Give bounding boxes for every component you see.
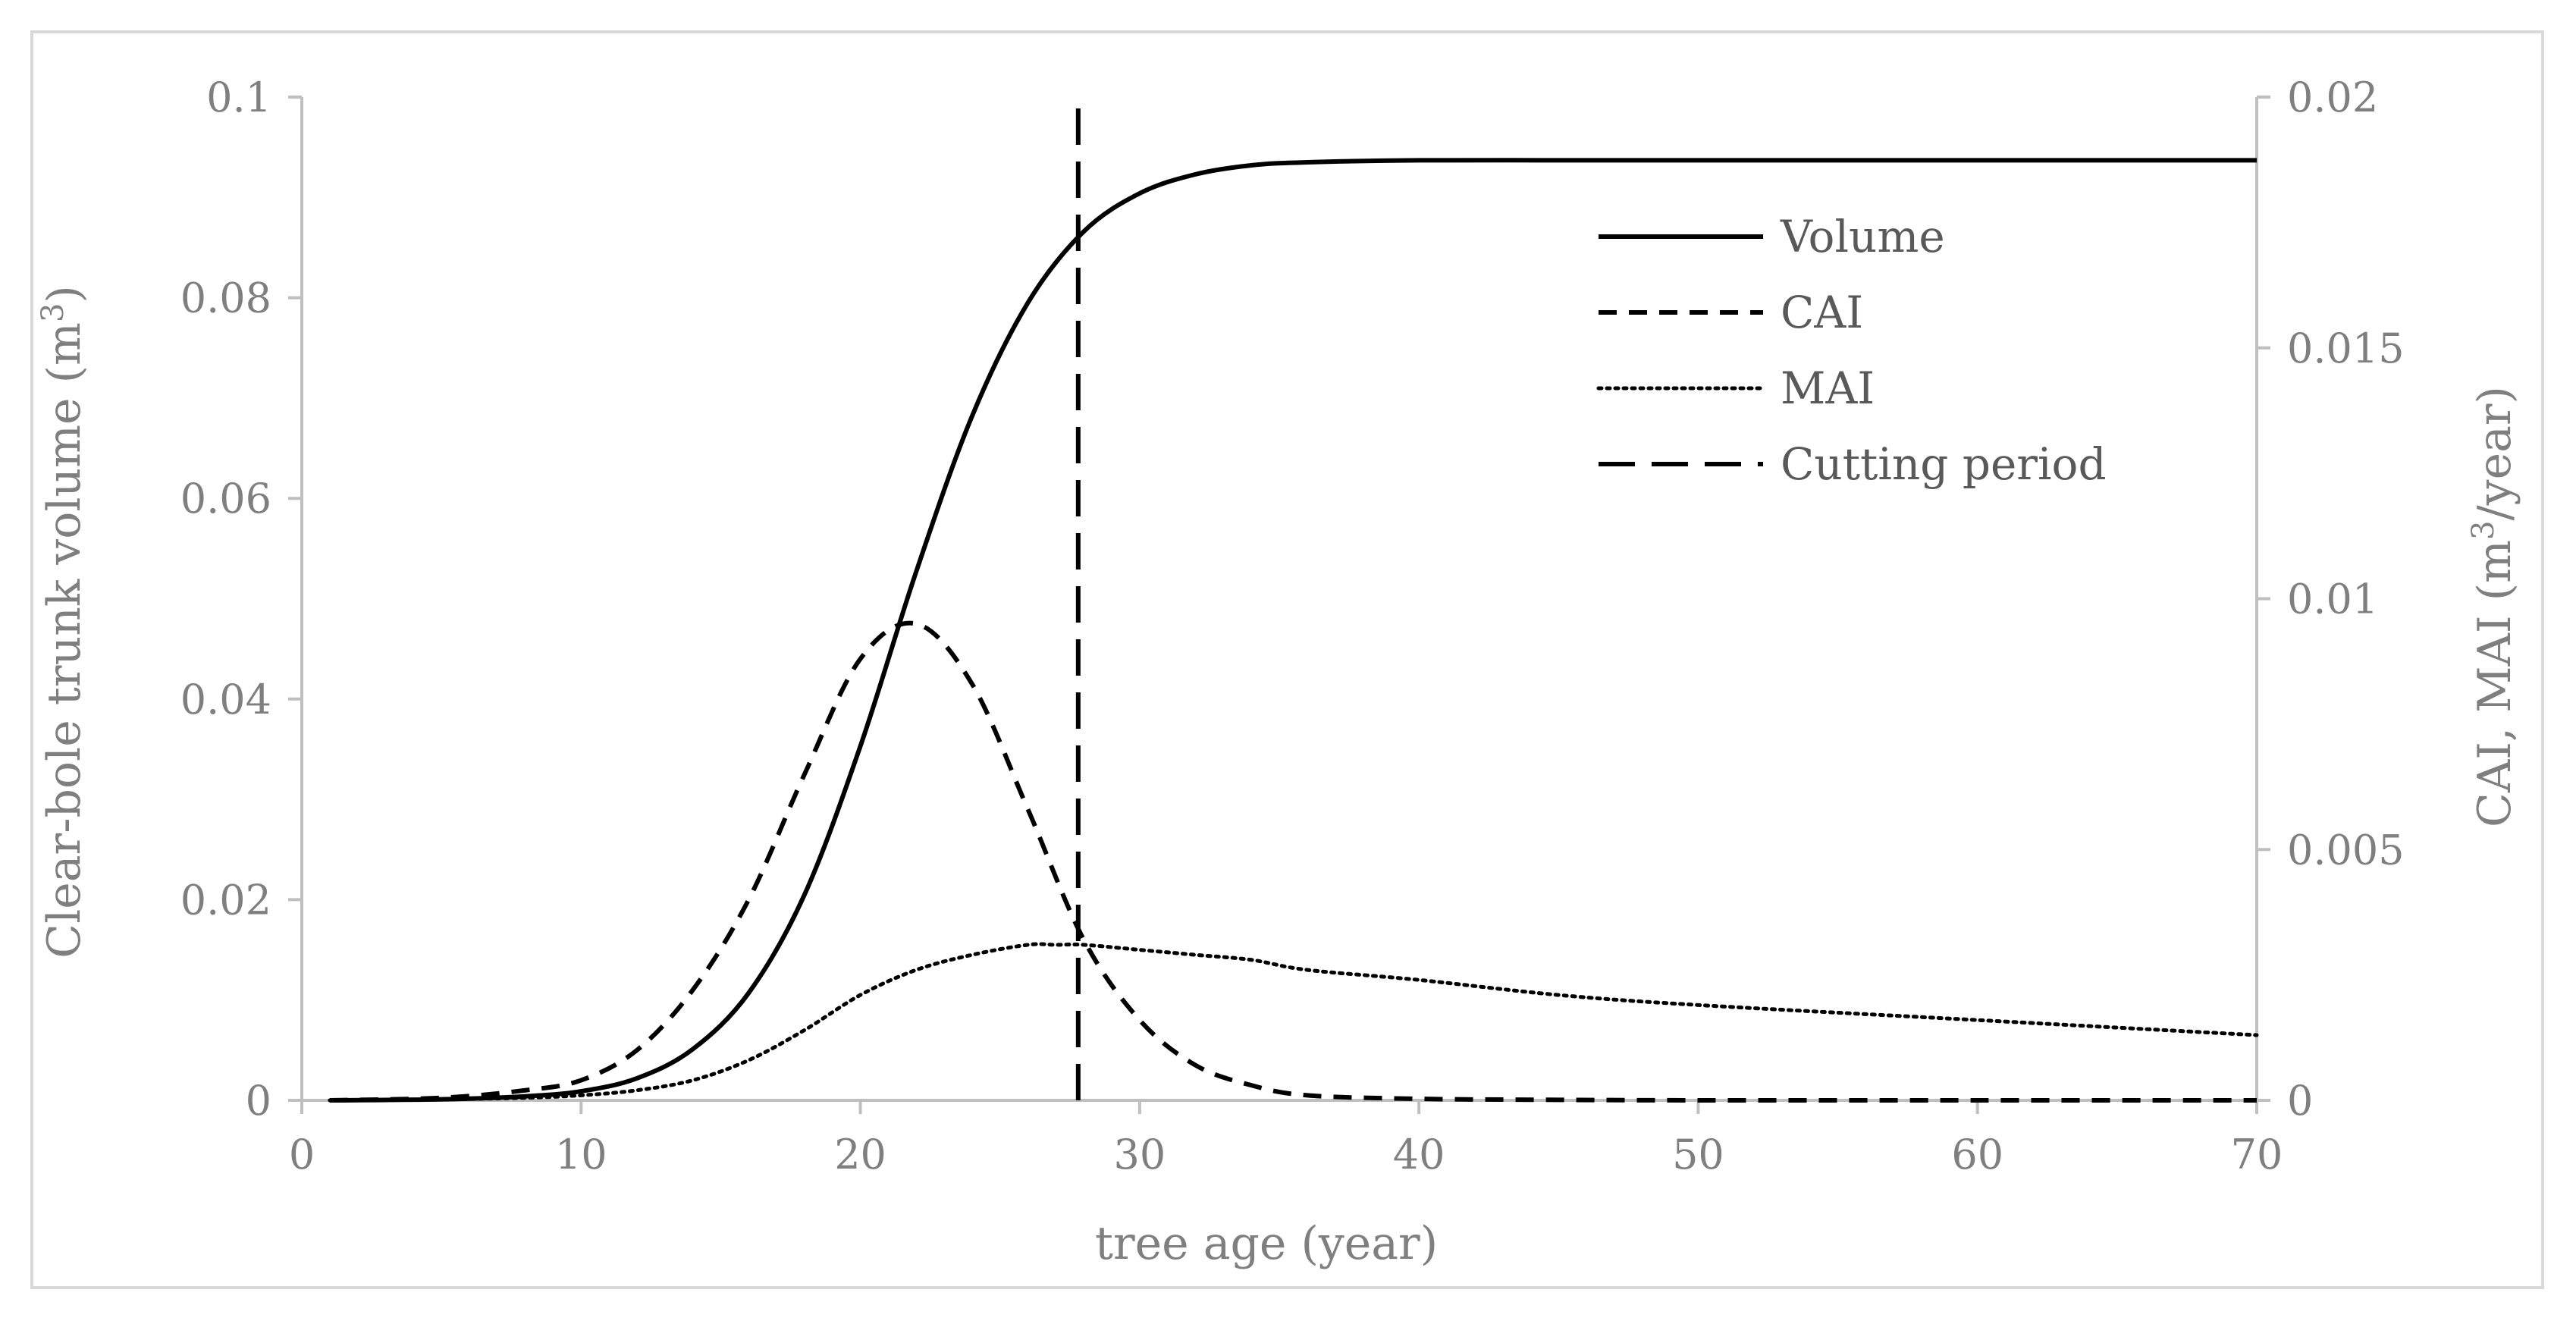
- x-tick-label: 60: [1951, 1131, 2003, 1178]
- legend-label: Cutting period: [1781, 438, 2107, 490]
- right-y-tick-label: 0.01: [2287, 576, 2378, 623]
- x-tick-label: 50: [1672, 1131, 1724, 1178]
- left-y-tick-label: 0.04: [180, 676, 271, 723]
- left-y-tick-label: 0.08: [180, 275, 271, 322]
- x-tick-label: 70: [2231, 1131, 2283, 1178]
- x-axis-title: tree age (year): [1095, 1217, 1438, 1270]
- chart-frame: [30, 30, 2544, 1289]
- right-y-tick-label: 0: [2287, 1077, 2313, 1125]
- right-y-axis-title: CAI, MAI (m3/year): [2466, 386, 2521, 827]
- right-y-tick-label: 0.02: [2287, 74, 2378, 121]
- legend-label: CAI: [1781, 287, 1863, 338]
- series-line-volume: [329, 158, 2257, 1103]
- left-y-axis-title: Clear-bole trunk volume (m3): [36, 285, 91, 959]
- series-line-mai: [328, 942, 2259, 1103]
- right-y-tick-label: 0.015: [2287, 325, 2405, 372]
- left-y-tick-label: 0.02: [180, 876, 271, 924]
- x-tick-label: 0: [289, 1131, 315, 1178]
- series-line-cai: [329, 620, 2257, 1103]
- x-tick-label: 20: [834, 1131, 886, 1178]
- x-tick-label: 40: [1393, 1131, 1445, 1178]
- x-tick-label: 10: [555, 1131, 607, 1178]
- legend-label: Volume: [1780, 211, 1945, 262]
- left-y-tick-label: 0: [246, 1077, 271, 1125]
- x-tick-label: 30: [1113, 1131, 1166, 1178]
- left-y-tick-label: 0.06: [180, 475, 271, 522]
- right-y-tick-label: 0.005: [2287, 826, 2405, 874]
- left-y-tick-label: 0.1: [206, 74, 271, 121]
- legend-label: MAI: [1781, 362, 1875, 414]
